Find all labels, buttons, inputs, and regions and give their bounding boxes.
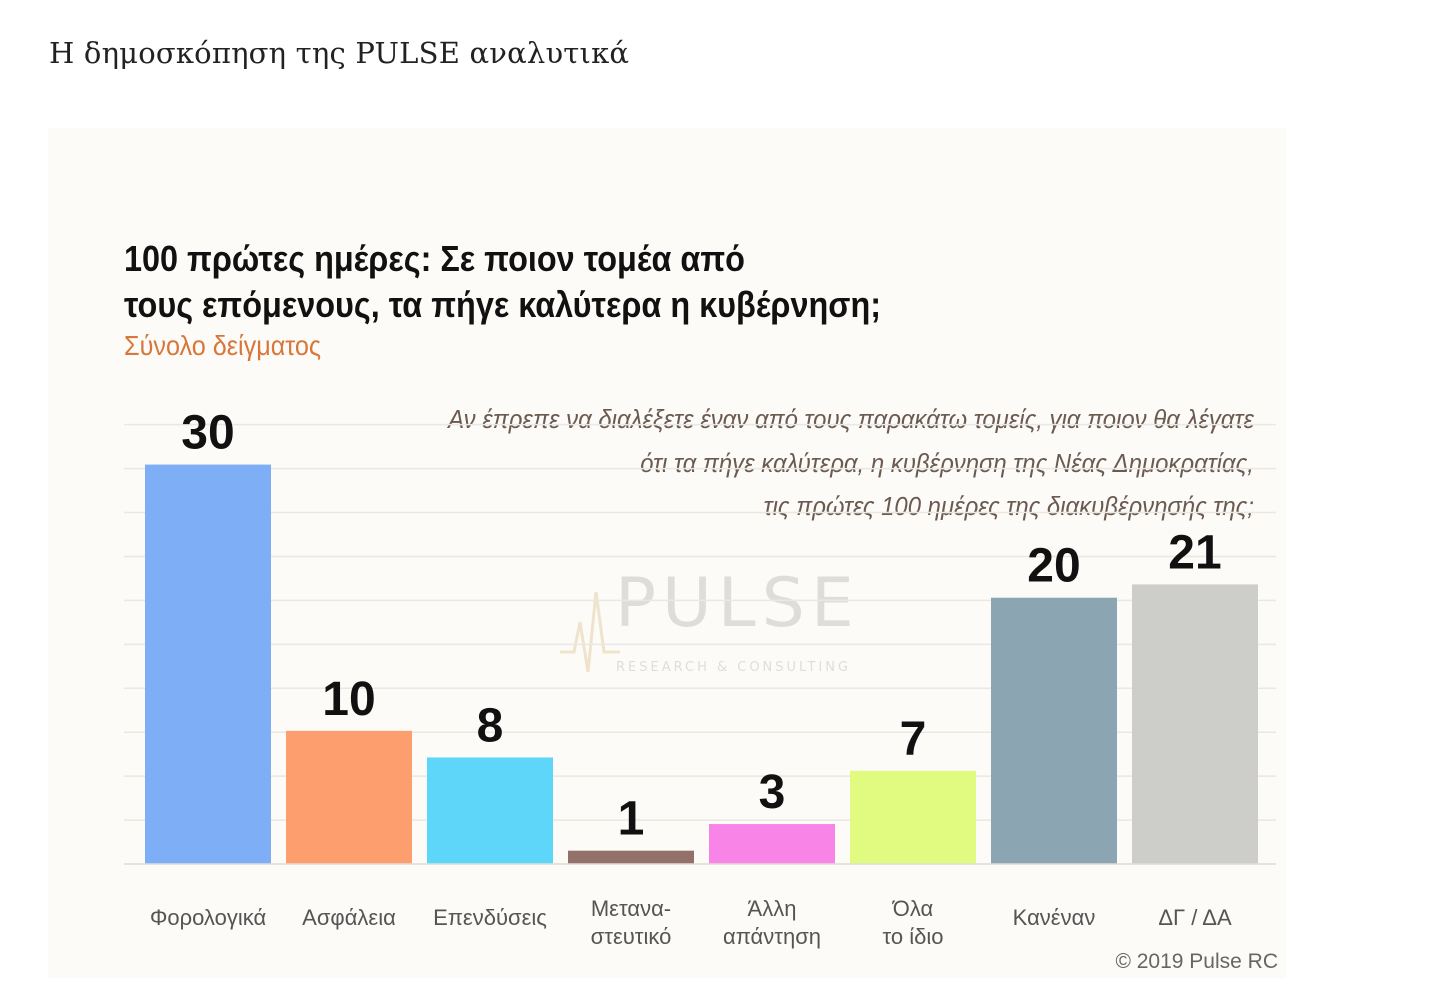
chart-card: 100 πρώτες ημέρες: Σε ποιον τομέα από το…	[48, 128, 1286, 978]
survey-question: Αν έπρεπε να διαλέξετε έναν από τους παρ…	[448, 398, 1254, 529]
bar-value-label: 8	[477, 699, 504, 752]
bar-value-label: 20	[1027, 540, 1080, 593]
category-label: Όλα	[892, 896, 934, 921]
category-label: απάντηση	[723, 924, 821, 949]
chart-credit: © 2019 Pulse RC	[1115, 950, 1278, 973]
bar	[568, 850, 694, 864]
category-label: Άλλη	[748, 896, 797, 921]
bar-value-label: 10	[322, 673, 375, 726]
watermark-tagline: RESEARCH & CONSULTING	[616, 660, 852, 675]
bar	[709, 824, 835, 864]
watermark-brand: PULSE	[615, 564, 860, 643]
chart-title-line-2: τους επόμενους, τα πήγε καλύτερα η κυβέρ…	[124, 284, 882, 325]
bar	[427, 757, 553, 864]
category-label: Φορολογικά	[150, 905, 267, 930]
category-label: το ίδιο	[883, 924, 944, 949]
chart-title: 100 πρώτες ημέρες: Σε ποιον τομέα από το…	[124, 236, 881, 328]
pulse-heartbeat-icon	[560, 591, 620, 672]
survey-question-line-1: Αν έπρεπε να διαλέξετε έναν από τους παρ…	[448, 404, 1254, 434]
category-label: στευτικό	[591, 924, 672, 949]
bar	[991, 597, 1117, 864]
bar-value-label: 7	[900, 713, 927, 766]
chart-title-line-1: 100 πρώτες ημέρες: Σε ποιον τομέα από	[124, 238, 745, 279]
category-label: ΔΓ / ΔΑ	[1158, 905, 1232, 930]
survey-question-line-3: τις πρώτες 100 ημέρες της διακυβέρνησής …	[763, 491, 1254, 521]
bar-chart: 30 Φορολογικά 10 Ασφάλεια 8 Επενδύσεις 1 Μετανα…	[124, 407, 1276, 949]
category-label: Κανέναν	[1013, 905, 1096, 930]
category-label: Επενδύσεις	[433, 905, 547, 930]
survey-question-line-2: ότι τα πήγε καλύτερα, η κυβέρνηση της Νέ…	[640, 447, 1254, 478]
category-label: Ασφάλεια	[302, 905, 396, 930]
bar-value-label: 1	[618, 793, 645, 846]
page-heading: Η δημοσκόπηση της PULSE αναλυτικά	[49, 36, 630, 70]
bar-value-label: 21	[1168, 526, 1221, 579]
pulse-watermark: PULSE RESEARCH & CONSULTING	[560, 564, 860, 682]
bar	[1132, 584, 1258, 864]
category-label: Μετανα-	[591, 896, 671, 921]
chart-subtitle: Σύνολο δείγματος	[124, 330, 322, 361]
bar-value-label: 30	[181, 407, 234, 460]
bar	[850, 770, 976, 864]
bar	[145, 464, 271, 864]
bar	[286, 730, 412, 864]
bar-value-label: 3	[759, 766, 786, 819]
